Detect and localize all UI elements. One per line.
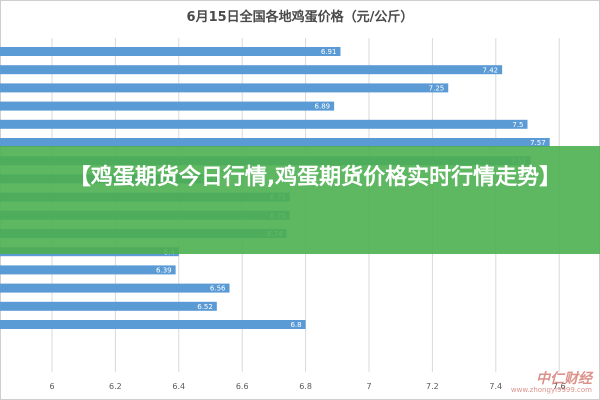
bar-0 xyxy=(0,47,341,56)
bar-1 xyxy=(0,65,503,75)
x-tick-label-0: 6 xyxy=(49,382,54,391)
value-label-0: 6.91 xyxy=(321,48,337,56)
bar-12 xyxy=(0,265,176,275)
value-label-13: 6.56 xyxy=(210,285,226,293)
value-label-15: 6.8 xyxy=(290,321,301,329)
x-tick-label-4: 6.8 xyxy=(299,382,312,391)
watermark-url: www.zhongyi9999.com xyxy=(510,385,592,394)
bar-14 xyxy=(0,301,217,311)
bar-3 xyxy=(0,101,335,111)
value-label-4: 7.5 xyxy=(512,121,523,129)
watermark-logo: 中仁财经 www.zhongyi9999.com xyxy=(511,372,592,394)
bar-13 xyxy=(0,283,230,293)
bar-4 xyxy=(0,119,528,129)
bar-5 xyxy=(0,138,550,147)
bar-15 xyxy=(0,320,306,329)
bar-2 xyxy=(0,83,449,93)
x-tick-label-8: 7.6 xyxy=(553,382,566,391)
x-tick-label-6: 7.2 xyxy=(426,382,439,391)
x-tick-label-2: 6.4 xyxy=(172,382,185,391)
value-label-12: 6.39 xyxy=(156,267,172,275)
value-label-5: 7.57 xyxy=(530,139,546,147)
x-tick-label-3: 6.6 xyxy=(236,382,249,391)
x-axis-ticks: 6 6.2 6.4 6.6 6.8 7 7.2 7.4 7.6 xyxy=(49,382,565,391)
value-label-2: 7.25 xyxy=(429,85,445,93)
chart-title: 6月15日全国各地鸡蛋价格（元/公斤） xyxy=(186,10,414,25)
banner-headline: 【鸡蛋期货今日行情,鸡蛋期货价格实时行情走势】 xyxy=(68,165,562,190)
watermark-brand: 中仁财经 xyxy=(536,370,592,387)
x-tick-label-1: 6.2 xyxy=(109,382,122,391)
value-label-1: 7.42 xyxy=(483,66,499,74)
x-tick-label-5: 7 xyxy=(366,382,371,391)
x-tick-label-7: 7.4 xyxy=(489,382,502,391)
value-label-14: 6.52 xyxy=(197,303,213,311)
headline-banner: 【鸡蛋期货今日行情,鸡蛋期货价格实时行情走势】 xyxy=(0,146,600,254)
value-label-3: 6.89 xyxy=(315,103,331,111)
